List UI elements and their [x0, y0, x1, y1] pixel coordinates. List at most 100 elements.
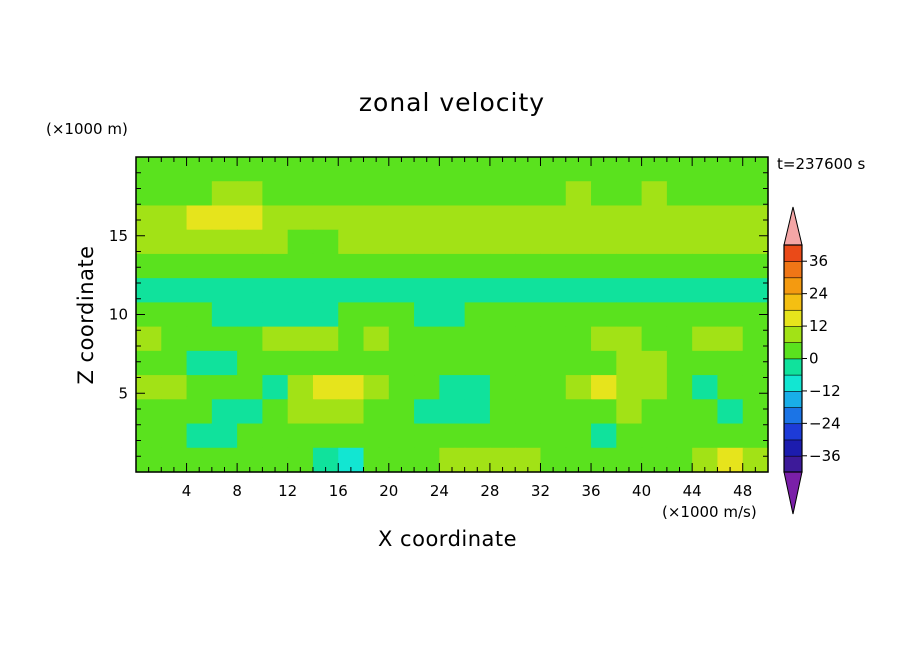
colorbar-max-arrow [783, 206, 803, 246]
field-cell [666, 326, 693, 352]
field-cell [287, 423, 314, 449]
field-cell [616, 229, 643, 255]
field-cell [161, 181, 188, 207]
colorbar-swatch [783, 260, 803, 279]
field-cell [211, 205, 238, 231]
field-cell [414, 205, 440, 231]
field-cell [237, 253, 263, 279]
field-cell [591, 205, 617, 231]
field-cell [692, 399, 719, 425]
field-cell [388, 205, 415, 231]
field-cell [540, 302, 567, 328]
x-tick-label: 44 [683, 482, 702, 500]
field-cell [414, 423, 440, 449]
x-tick-label: 20 [379, 482, 398, 500]
field-cell [616, 278, 643, 303]
field-cell [363, 229, 390, 255]
field-cell [287, 229, 314, 255]
colorbar-swatch [783, 439, 803, 457]
colorbar-swatch [783, 325, 803, 343]
field-cell [717, 205, 744, 231]
field-cell [363, 399, 390, 425]
field-cell [186, 399, 213, 425]
colorbar-swatch [783, 455, 803, 473]
field-cell [363, 350, 390, 376]
field-cell [641, 399, 668, 425]
field-cell [717, 253, 744, 279]
field-cell [464, 253, 491, 279]
field-cell [237, 302, 263, 328]
field-cell [489, 302, 516, 328]
field-cell [237, 229, 263, 255]
field-cell [591, 302, 617, 328]
field-cell [186, 302, 213, 328]
field-cell [312, 253, 339, 279]
chart-title: zonal velocity [358, 88, 546, 117]
field-cell [161, 350, 188, 376]
field-cell [641, 375, 668, 400]
field-cell [641, 181, 668, 207]
field-cell [439, 302, 466, 328]
field-cell [641, 423, 668, 449]
colorbar-swatch [783, 277, 803, 295]
field-cell [489, 375, 516, 400]
field-cell [641, 302, 668, 328]
field-cell [515, 278, 542, 303]
field-cell [211, 229, 238, 255]
field-cell [540, 326, 567, 352]
field-cell [237, 205, 263, 231]
field-cell [692, 375, 719, 400]
field-cell [464, 423, 491, 449]
field-cell [136, 350, 162, 376]
field-cell [186, 181, 213, 207]
field-cell [388, 350, 415, 376]
field-cell [565, 423, 592, 449]
x-tick-label: 16 [329, 482, 348, 500]
y-tick-label: 10 [109, 306, 128, 324]
field-cell [717, 350, 744, 376]
field-cell [338, 181, 365, 207]
field-cell [464, 205, 491, 231]
field-cell [591, 181, 617, 207]
field-cell [161, 326, 188, 352]
z-axis-unit: (×1000 m) [46, 120, 128, 138]
field-cell [136, 326, 162, 352]
field-cell [616, 375, 643, 400]
field-cell [338, 350, 365, 376]
field-cell [237, 278, 263, 303]
field-cell [388, 229, 415, 255]
field-cell [489, 399, 516, 425]
field-cell [312, 350, 339, 376]
field-cell [616, 181, 643, 207]
field-cell [641, 326, 668, 352]
field-cell [717, 423, 744, 449]
field-cell [742, 423, 769, 449]
field-cell [186, 205, 213, 231]
field-cell [237, 375, 263, 400]
field-cell [439, 181, 466, 207]
field-cell [717, 375, 744, 400]
field-cell [211, 423, 238, 449]
field-cell [262, 302, 289, 328]
field-cell [489, 278, 516, 303]
field-cell [338, 375, 365, 400]
field-cell [489, 326, 516, 352]
field-cell [414, 375, 440, 400]
field-cell [186, 253, 213, 279]
field-cell [136, 253, 162, 279]
field-cell [136, 423, 162, 449]
colorbar-swatch [783, 390, 803, 408]
field-cell [338, 205, 365, 231]
field-cell [262, 253, 289, 279]
field-cell [388, 302, 415, 328]
field-cell [237, 326, 263, 352]
field-cell [262, 350, 289, 376]
field-cell [540, 375, 567, 400]
field-cell [591, 399, 617, 425]
field-cell [262, 375, 289, 400]
field-cell [414, 302, 440, 328]
field-cell [616, 326, 643, 352]
field-cell [666, 253, 693, 279]
field-cell [692, 423, 719, 449]
field-cell [515, 375, 542, 400]
